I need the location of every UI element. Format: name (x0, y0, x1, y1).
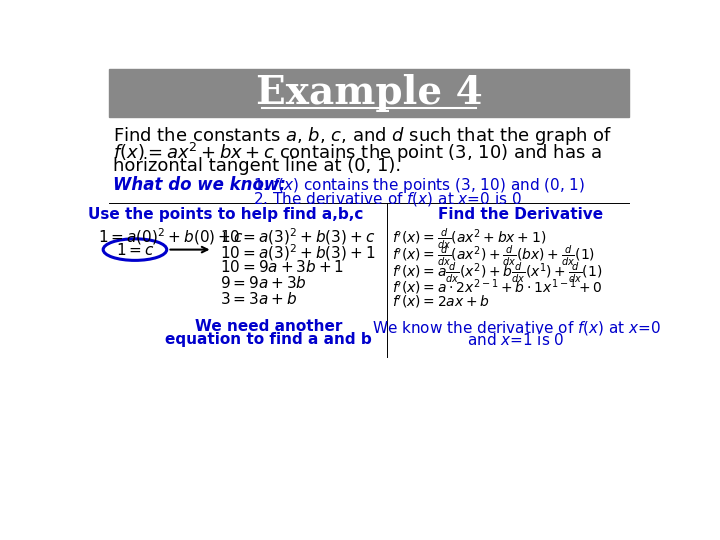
Text: $f\left(x\right)=ax^2+bx+c$ contains the point (3, 10) and has a: $f\left(x\right)=ax^2+bx+c$ contains the… (113, 141, 602, 165)
Text: Find the constants $a$, $b$, $c$, and $d$ such that the graph of: Find the constants $a$, $b$, $c$, and $d… (113, 125, 613, 147)
Text: $f'\left(x\right)=\frac{d}{dx}\left(ax^2+bx+1\right)$: $f'\left(x\right)=\frac{d}{dx}\left(ax^2… (392, 226, 546, 251)
Text: $f'\left(x\right)=2ax+b$: $f'\left(x\right)=2ax+b$ (392, 294, 490, 310)
Text: Use the points to help find a,b,c: Use the points to help find a,b,c (88, 207, 364, 222)
Text: $1=a\left(0\right)^2+b\left(0\right)+c$: $1=a\left(0\right)^2+b\left(0\right)+c$ (98, 226, 243, 247)
Text: Find the Derivative: Find the Derivative (438, 207, 603, 222)
Bar (109, 70, 629, 117)
Text: What do we know:: What do we know: (113, 176, 286, 194)
Text: and $x$=1 is 0: and $x$=1 is 0 (467, 332, 565, 348)
Text: equation to find a and b: equation to find a and b (165, 332, 372, 347)
Text: Example 4: Example 4 (256, 75, 482, 112)
Text: $1=c$: $1=c$ (116, 241, 154, 258)
Text: $9=9a+3b$: $9=9a+3b$ (220, 275, 307, 291)
Text: 2. The derivative of $f(x)$ at $x$=0 is 0: 2. The derivative of $f(x)$ at $x$=0 is … (253, 190, 521, 208)
Text: $f'\left(x\right)=a\cdot 2x^{2-1}+b\cdot 1x^{1-1}+0$: $f'\left(x\right)=a\cdot 2x^{2-1}+b\cdot… (392, 278, 603, 297)
Text: $10=9a+3b+1$: $10=9a+3b+1$ (220, 259, 344, 275)
Text: $f'\left(x\right)=a\frac{d}{dx}\left(x^2\right)+b\frac{d}{dx}\left(x^1\right)+\f: $f'\left(x\right)=a\frac{d}{dx}\left(x^2… (392, 260, 603, 285)
Text: horizontal tangent line at (0, 1).: horizontal tangent line at (0, 1). (113, 157, 401, 175)
Text: We need another: We need another (194, 319, 342, 334)
Text: $10=a\left(3\right)^2+b\left(3\right)+1$: $10=a\left(3\right)^2+b\left(3\right)+1$ (220, 242, 376, 264)
Text: We know the derivative of $f(x)$ at $x$=0: We know the derivative of $f(x)$ at $x$=… (372, 319, 661, 337)
Text: $10=a\left(3\right)^2+b\left(3\right)+c$: $10=a\left(3\right)^2+b\left(3\right)+c$ (220, 226, 376, 247)
Text: $f'\left(x\right)=\frac{d}{dx}\left(ax^2\right)+\frac{d}{dx}\left(bx\right)+\fra: $f'\left(x\right)=\frac{d}{dx}\left(ax^2… (392, 244, 595, 268)
Text: 1. $f(x)$ contains the points (3, 10) and (0, 1): 1. $f(x)$ contains the points (3, 10) an… (253, 176, 585, 195)
Text: $3=3a+b$: $3=3a+b$ (220, 291, 297, 307)
